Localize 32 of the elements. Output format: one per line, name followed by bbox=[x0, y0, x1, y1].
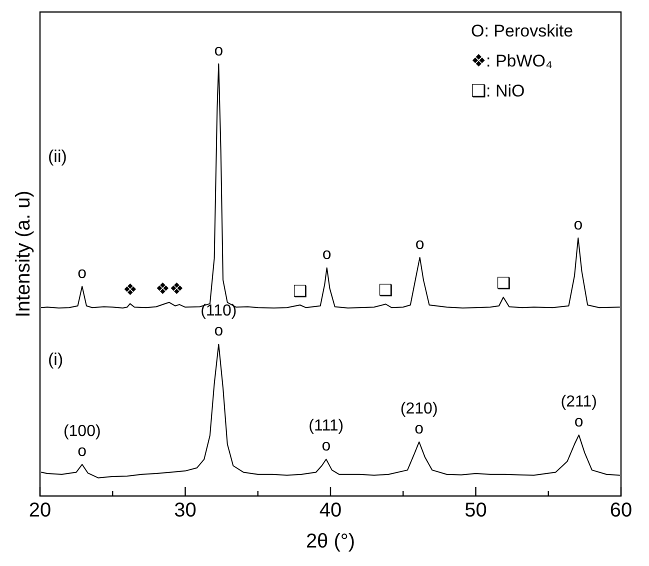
annotation: (i) bbox=[48, 350, 64, 370]
annotation: ❑ bbox=[378, 282, 393, 300]
annotation: (110) bbox=[200, 302, 237, 320]
x-tick-label: 50 bbox=[464, 500, 487, 522]
annotation: (210) bbox=[400, 400, 438, 418]
x-tick-label: 20 bbox=[28, 500, 52, 522]
x-axis-title: 2θ (°) bbox=[306, 530, 356, 553]
annotation: o bbox=[322, 246, 332, 264]
x-tick-label: 60 bbox=[610, 500, 632, 522]
annotation: o bbox=[415, 236, 424, 253]
annotation: ❑ bbox=[292, 283, 307, 300]
x-tick-label: 40 bbox=[319, 500, 342, 522]
annotation: ❖❖ bbox=[155, 280, 184, 298]
annotation: (211) bbox=[560, 393, 597, 410]
annotation: o bbox=[574, 216, 583, 234]
annotation: o bbox=[414, 420, 424, 438]
annotation: (ii) bbox=[48, 146, 67, 166]
annotation: o bbox=[214, 42, 224, 60]
annotation: ❑ bbox=[496, 276, 510, 293]
annotation: ❖ bbox=[123, 282, 138, 300]
annotation: ❑: NiO bbox=[471, 82, 525, 101]
x-tick-label: 30 bbox=[174, 500, 196, 522]
annotation: o bbox=[78, 264, 87, 282]
annotation: ❖: PbWO₄ bbox=[471, 52, 553, 71]
annotation: o bbox=[574, 413, 584, 430]
text: O: Perovskite bbox=[471, 22, 574, 41]
annotation: (100) bbox=[63, 422, 101, 440]
annotation: o bbox=[322, 438, 331, 455]
annotation: o bbox=[214, 322, 224, 340]
annotation: (111) bbox=[308, 418, 344, 435]
annotation: o bbox=[78, 442, 87, 460]
y-axis-title: Intensity (a. u) bbox=[12, 190, 35, 318]
